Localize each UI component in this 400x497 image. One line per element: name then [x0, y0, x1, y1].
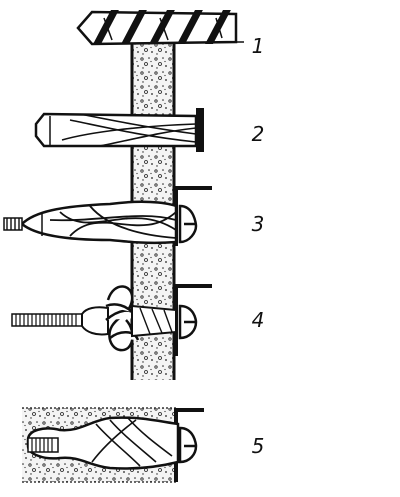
plug-expanding: [3, 186, 212, 246]
screw-head: [178, 426, 198, 464]
screw-head: [178, 204, 198, 244]
screw-tip: [3, 217, 23, 231]
step-number-2: 2: [251, 122, 265, 146]
step-number-1: 1: [251, 34, 265, 58]
step-number-5: 5: [251, 434, 265, 458]
threaded-screw: [11, 313, 83, 327]
step-number-3: 3: [251, 212, 265, 236]
step-number-4: 4: [251, 308, 265, 332]
drill-bit: [76, 10, 244, 46]
knot: [105, 285, 140, 352]
porous-block-section: [22, 407, 204, 483]
wall-plug: [34, 108, 204, 152]
plug-knotted: [11, 284, 212, 356]
screw-head: [178, 304, 198, 340]
